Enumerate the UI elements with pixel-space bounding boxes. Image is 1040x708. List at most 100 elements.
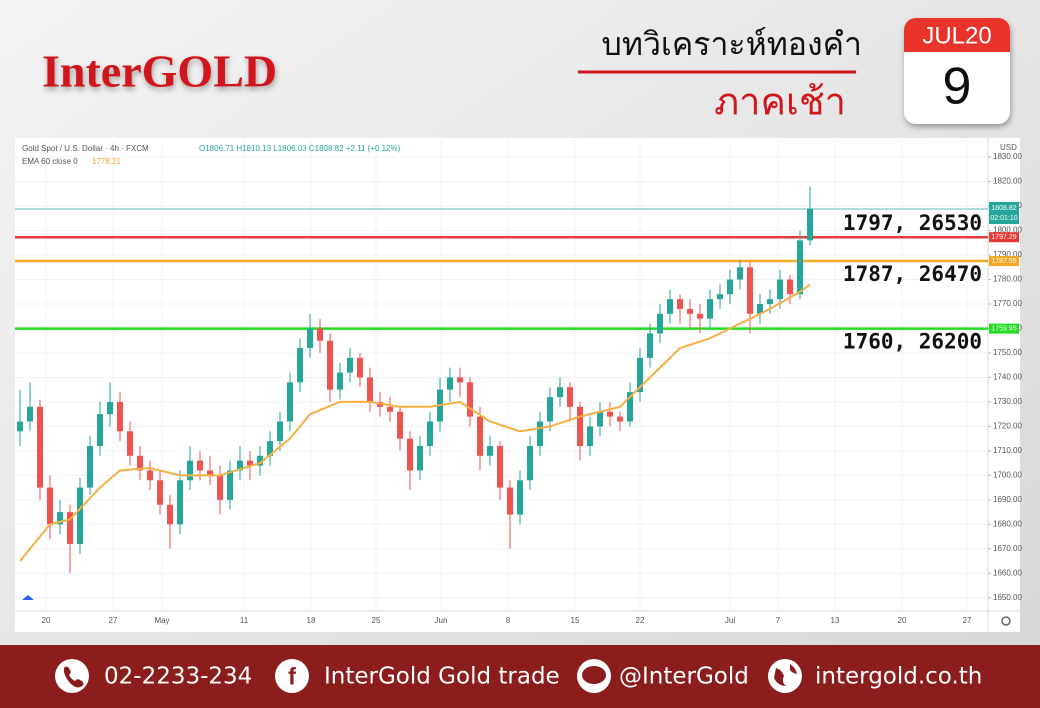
y-tick-label: 1660.00: [993, 568, 1022, 577]
candle-body: [507, 487, 513, 515]
globe-glyph: [774, 664, 797, 686]
ohlc: O1806.71 H1810.13 L1806.03 C1808.82 +2.1…: [199, 144, 401, 153]
y-tick-label: 1730.00: [993, 397, 1022, 406]
level-badge-label: 1797.29: [991, 234, 1016, 241]
level-annotation: 1760, 26200: [843, 330, 982, 354]
phone-glyph: [63, 666, 84, 688]
candle-body: [627, 392, 633, 422]
candle-body: [757, 304, 763, 314]
candle-body: [367, 377, 373, 402]
y-tick-label: 1770.00: [993, 299, 1022, 308]
last-price-badge: [989, 201, 1019, 224]
candle-body: [267, 441, 273, 456]
candle-body: [387, 406, 393, 412]
candle-body: [667, 299, 673, 314]
chart-panel: [15, 138, 1020, 632]
y-tick-label: 1650.00: [993, 593, 1022, 602]
candle-body: [717, 294, 723, 300]
candle-body: [697, 313, 703, 319]
candle-body: [67, 512, 73, 544]
candle-body: [257, 455, 263, 466]
ema-name: EMA 60 close 0: [22, 157, 78, 166]
candle-body: [807, 208, 813, 241]
candle-body: [237, 460, 243, 471]
candle-body: [637, 357, 643, 393]
candle-body: [357, 357, 363, 378]
candle-body: [207, 470, 213, 476]
candle-body: [487, 445, 493, 456]
level-badge-label: 1787.55: [991, 258, 1016, 265]
y-tick-label: 1800.00: [993, 226, 1022, 235]
candle-body: [407, 438, 413, 471]
level-badge: [989, 256, 1019, 267]
candle-body: [767, 299, 773, 305]
candle-body: [477, 416, 483, 456]
x-tick-label: Jul: [725, 616, 735, 625]
candle-body: [47, 487, 53, 525]
candle-body: [427, 421, 433, 446]
candle-body: [567, 387, 573, 407]
currency: USD: [1000, 143, 1017, 152]
candle-body: [617, 416, 623, 422]
countdown: 02:01:10: [990, 215, 1017, 222]
candle-body: [707, 299, 713, 319]
candle-body: [677, 299, 683, 309]
level-badge: [989, 232, 1019, 243]
candle-body: [587, 426, 593, 446]
website: intergold.co.th: [815, 664, 982, 690]
x-tick-label: 18: [307, 616, 316, 625]
x-tick-label: 22: [636, 616, 645, 625]
candle-body: [787, 279, 793, 295]
candle-body: [297, 348, 303, 383]
x-tick-label: 27: [963, 616, 972, 625]
y-tick-label: 1740.00: [993, 373, 1022, 382]
facebook-icon: [275, 659, 309, 693]
candle-body: [317, 328, 323, 341]
x-tick-label: 11: [240, 616, 249, 625]
facebook: InterGold Gold trade: [324, 664, 560, 690]
x-tick-label: May: [154, 616, 169, 625]
y-tick-label: 1720.00: [993, 422, 1022, 431]
phone-icon: [55, 659, 89, 693]
facebook-glyph: f: [288, 663, 297, 690]
candle-body: [127, 431, 133, 456]
candle-body: [77, 487, 83, 544]
y-tick-label: 1750.00: [993, 348, 1022, 357]
candle-body: [97, 414, 103, 446]
x-tick-label: Jun: [435, 616, 448, 625]
y-tick-label: 1670.00: [993, 544, 1022, 553]
x-tick-label: 27: [109, 616, 118, 625]
candle-body: [737, 267, 743, 280]
candle-body: [397, 411, 403, 439]
candle-body: [137, 455, 143, 471]
x-tick-label: 15: [571, 616, 580, 625]
x-tick-label: 20: [42, 616, 51, 625]
candle-body: [17, 421, 23, 432]
calendar-day: 9: [943, 58, 972, 116]
x-tick-label: 8: [506, 616, 511, 625]
candle-body: [117, 401, 123, 432]
calendar-month: JUL20: [922, 22, 991, 49]
candle-body: [517, 480, 523, 515]
candle-body: [547, 397, 553, 422]
candle-body: [307, 328, 313, 349]
x-tick-label: 20: [898, 616, 907, 625]
candle-body: [337, 372, 343, 390]
candle-body: [727, 279, 733, 295]
x-tick-label: 13: [831, 616, 840, 625]
calendar-top: [904, 18, 1010, 52]
candle-body: [197, 460, 203, 471]
tv-logo: [22, 595, 34, 600]
calendar: JUL20 9: [904, 18, 1010, 124]
candle-body: [57, 512, 63, 525]
footer: [0, 645, 1040, 708]
candle-body: [227, 470, 233, 500]
candle-body: [797, 240, 803, 295]
y-tick-label: 1690.00: [993, 495, 1022, 504]
candle-body: [147, 470, 153, 481]
candle-body: [527, 445, 533, 481]
settings-icon[interactable]: [1001, 616, 1011, 626]
x-tick-label: 25: [372, 616, 381, 625]
candle-body: [577, 406, 583, 446]
